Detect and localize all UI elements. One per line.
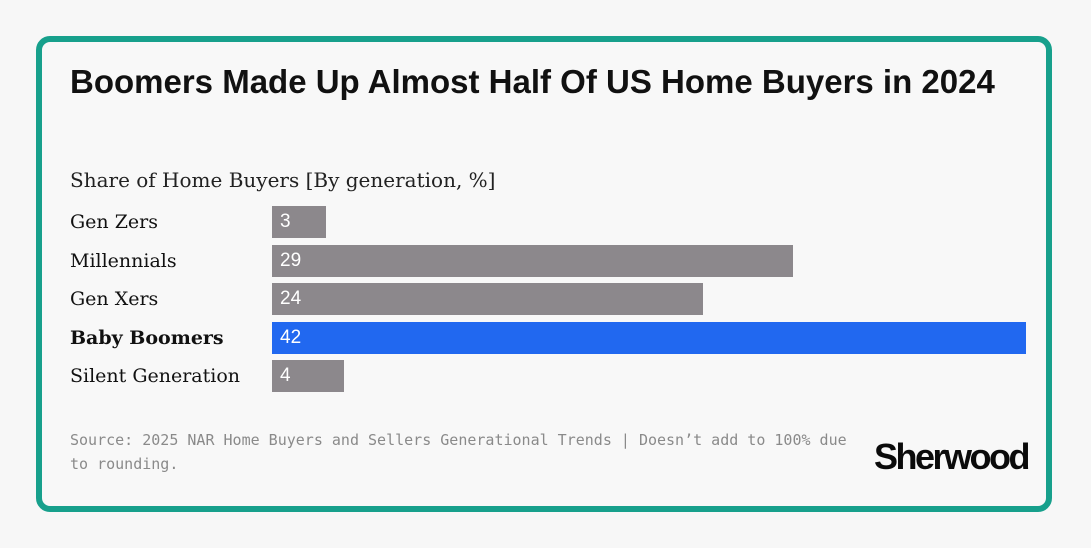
bar-row-gen-zers: Gen Zers 3: [70, 206, 1032, 238]
category-label-baby-boomers: Baby Boomers: [70, 326, 224, 349]
bar-value-gen-xers: 24: [280, 288, 302, 309]
category-label-gen-zers: Gen Zers: [70, 211, 158, 233]
bar-row-silent-generation: Silent Generation 4: [70, 360, 1032, 392]
source-note: Source: 2025 NAR Home Buyers and Sellers…: [70, 431, 847, 473]
sherwood-logo: Sherwood: [873, 436, 1031, 477]
bar-gen-zers: 3: [272, 206, 326, 238]
chart-subtitle: Share of Home Buyers [By generation, %]: [70, 168, 496, 192]
category-label-silent-generation: Silent Generation: [70, 365, 241, 387]
bar-row-gen-xers: Gen Xers 24: [70, 283, 1032, 315]
bar-row-baby-boomers: Baby Boomers 42: [70, 321, 1032, 354]
bar-value-gen-zers: 3: [280, 211, 291, 232]
chart-title: Boomers Made Up Almost Half Of US Home B…: [70, 63, 995, 100]
bar-value-millennials: 29: [280, 249, 302, 271]
bar-silent-generation: 4: [272, 360, 344, 392]
category-label-gen-xers: Gen Xers: [70, 288, 159, 310]
chart-card: Boomers Made Up Almost Half Of US Home B…: [36, 36, 1052, 512]
bar-row-millennials: Millennials 29: [70, 244, 1032, 277]
bar-gen-xers: 24: [272, 283, 703, 315]
bar-millennials: 29: [272, 244, 793, 277]
category-label-millennials: Millennials: [70, 249, 177, 272]
bar-chart: Gen Zers 3 Millennials 29 Gen Xers 24 Baby Boo…: [70, 206, 1032, 406]
bar-value-baby-boomers: 42: [280, 326, 302, 348]
bar-baby-boomers: 42: [272, 321, 1026, 354]
bar-value-silent-generation: 4: [280, 365, 291, 386]
